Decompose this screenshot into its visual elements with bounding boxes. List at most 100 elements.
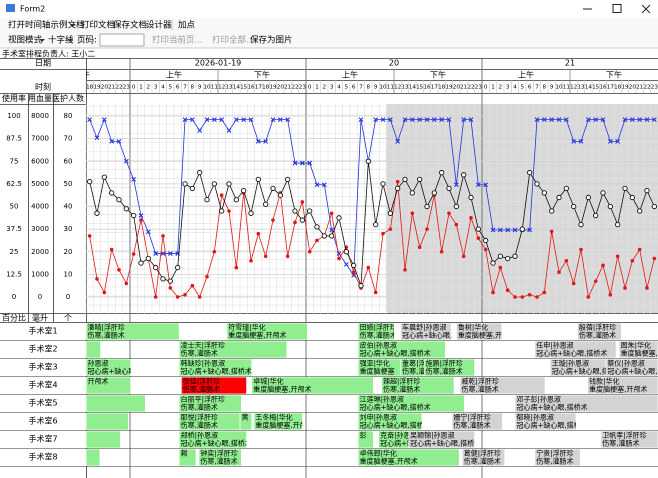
point-marker [292, 208, 298, 214]
y-tick-label: 5000 [31, 180, 49, 188]
booking-bar [181, 377, 247, 394]
point-marker [578, 221, 584, 228]
point-marker [183, 292, 187, 297]
hour-label: 4 [513, 85, 517, 91]
chart-title: 手术室排程负责人: 王小二 [2, 49, 95, 59]
booking-bar [358, 395, 465, 412]
menu-item[interactable]: 加点 [178, 20, 196, 31]
booking-block[interactable] [86, 431, 121, 448]
booking-text: 伤寒,灌肠术 [426, 367, 463, 376]
title-bar [0, 0, 658, 18]
point-marker [329, 211, 334, 216]
booking-text: 葛健|浮肝珍 [464, 449, 501, 458]
point-marker [343, 249, 349, 255]
menu-item[interactable]: 保存文档 [113, 20, 147, 31]
maximize-button[interactable] [612, 4, 622, 13]
point-marker [204, 117, 210, 123]
booking-bar [619, 341, 658, 358]
print-page-button[interactable]: 打印当前页... [152, 35, 203, 46]
point-marker [285, 254, 290, 259]
menu-item[interactable]: 打开时间轴示例文档 [8, 20, 85, 31]
view-mode-dropdown[interactable]: 视图模式 [8, 35, 43, 46]
menu-item[interactable]: 设计器 [146, 20, 172, 31]
booking-block[interactable] [86, 413, 129, 430]
close-button[interactable] [641, 4, 651, 14]
point-marker [263, 254, 268, 259]
y-tick-label: 37.5 [6, 225, 22, 233]
point-marker [167, 251, 173, 256]
point-marker [351, 262, 357, 268]
booking-block[interactable] [86, 449, 100, 466]
point-marker [241, 117, 247, 123]
booking-text: 车晨舒|孙恩淑 [402, 323, 446, 332]
point-marker [593, 117, 599, 123]
print-all-button[interactable]: 打印全部... [212, 35, 254, 46]
hour-label: 17 [431, 85, 439, 91]
hour-label: 19 [621, 85, 629, 91]
point-marker [197, 128, 203, 133]
point-marker [307, 160, 313, 166]
booking-text: 卓城|华化 [253, 377, 283, 386]
booking-block[interactable] [86, 341, 101, 358]
menu-item[interactable]: 打印文档 [81, 20, 115, 31]
booking-block[interactable]: 黄 [240, 413, 252, 431]
hour-label: 9 [374, 85, 378, 91]
booking-block[interactable] [86, 395, 146, 412]
hour-label: 13 [225, 85, 233, 91]
point-marker [109, 190, 115, 196]
date-label: 2026-01-19 [195, 59, 242, 68]
booking-block[interactable]: 赖 [179, 449, 196, 467]
booking-text: 吴颖锦|孙恩淑 [410, 431, 454, 440]
booking-block[interactable]: 彭 [358, 431, 374, 449]
save-image-button[interactable]: 保存为图片 [250, 35, 293, 46]
point-marker [226, 128, 232, 133]
point-marker [556, 194, 562, 201]
booking-block[interactable]: 开颅术 [86, 377, 131, 395]
hour-label: 15 [240, 85, 248, 91]
booking-text: 伤寒,灌肠术 [360, 331, 397, 340]
hour-row-label: 时刻 [35, 82, 51, 92]
booking-text: 伤寒,灌肠术 [536, 457, 573, 466]
hour-label: 7 [359, 85, 363, 91]
crosshair-dropdown[interactable]: 十字线 [48, 35, 74, 46]
page-input[interactable] [99, 33, 145, 47]
